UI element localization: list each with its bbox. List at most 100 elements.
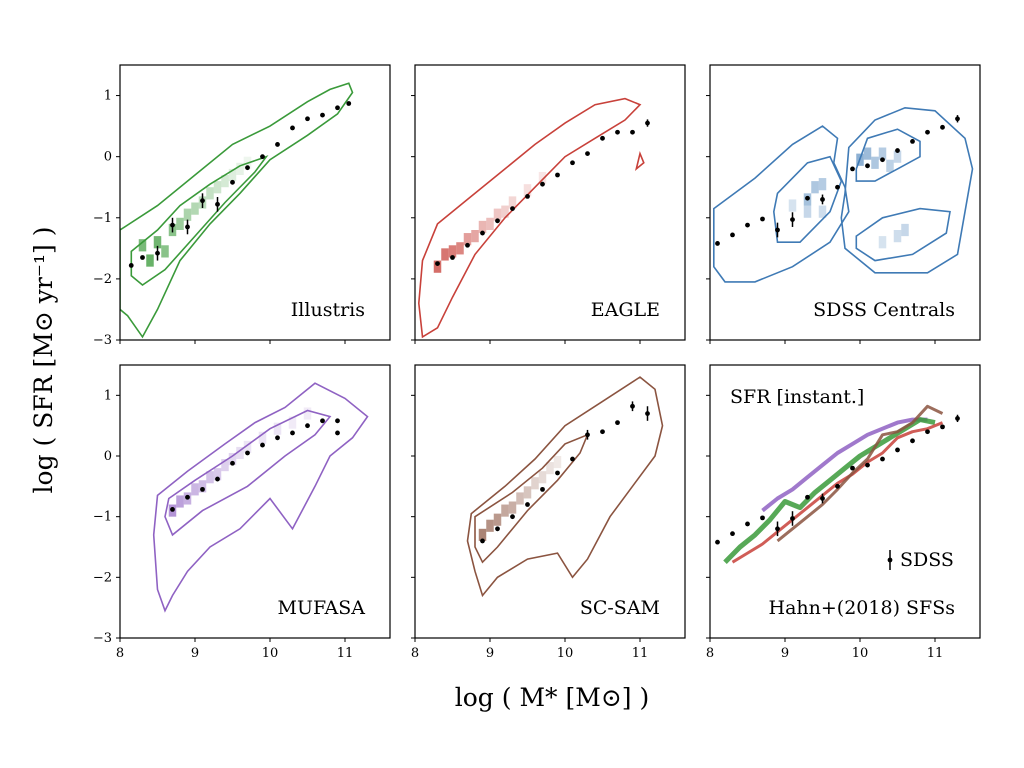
- x-tick-label: 9: [191, 646, 199, 661]
- x-tick-label: 8: [411, 646, 419, 661]
- median-point: [955, 116, 960, 122]
- median-point: [305, 423, 310, 429]
- x-tick-label: 11: [927, 646, 944, 661]
- median-point: [805, 494, 810, 500]
- median-point: [940, 124, 945, 130]
- density-cell: [871, 156, 879, 169]
- median-point: [230, 460, 235, 466]
- density-cell: [456, 242, 464, 255]
- contour-line: [466, 376, 664, 598]
- median-point: [820, 197, 825, 202]
- y-tick-label: 1: [104, 89, 112, 104]
- density-cell: [523, 486, 532, 499]
- median-point: [835, 184, 840, 190]
- median-point: [895, 447, 900, 453]
- x-tick-label: 8: [706, 646, 714, 661]
- median-point: [275, 142, 280, 147]
- median-point: [435, 261, 440, 267]
- median-point: [525, 193, 530, 199]
- median-point: [510, 514, 515, 520]
- median-point: [790, 217, 795, 223]
- density-cell: [176, 495, 184, 508]
- density-cell: [303, 407, 312, 420]
- y-axis-title: log ( SFR [M⊙ yr⁻¹] ): [29, 227, 58, 494]
- density-cell: [146, 254, 154, 267]
- legend-label: SDSS: [900, 549, 954, 571]
- contour-line: [120, 82, 354, 339]
- density-cell: [206, 471, 214, 484]
- median-point: [850, 465, 855, 471]
- contour-line: [417, 97, 642, 339]
- panel-label: SDSS Centrals: [813, 299, 955, 321]
- contour-line: [855, 207, 951, 262]
- density-cell: [161, 245, 169, 258]
- density-cell: [433, 260, 442, 273]
- density-cell: [463, 233, 472, 246]
- median-point: [730, 531, 735, 537]
- median-point: [865, 163, 870, 169]
- y-tick-label: 1: [104, 388, 112, 403]
- density-cell: [501, 205, 509, 218]
- density-cell: [818, 178, 827, 191]
- density-cell: [243, 440, 252, 453]
- density-cell: [531, 477, 539, 490]
- median-point: [880, 157, 885, 163]
- median-point: [805, 195, 810, 201]
- median-point: [335, 418, 340, 424]
- panel-frame: [414, 64, 686, 341]
- density-cell: [478, 220, 487, 234]
- median-point: [155, 250, 160, 256]
- median-point: [480, 538, 485, 544]
- contour-line: [713, 125, 850, 283]
- median-point: [320, 418, 325, 424]
- density-cell: [221, 175, 229, 188]
- median-point: [865, 462, 870, 468]
- median-point: [820, 496, 825, 501]
- density-cell: [213, 181, 222, 194]
- density-cell: [441, 248, 449, 261]
- y-tick-label: −3: [93, 333, 112, 348]
- density-cell: [893, 150, 902, 163]
- density-cell: [236, 446, 244, 460]
- median-point: [170, 222, 175, 228]
- median-point: [790, 516, 795, 521]
- density-cell: [538, 171, 547, 185]
- density-cell: [878, 236, 887, 249]
- panel-4: 8 9 10 11 SC-SAM: [411, 364, 686, 661]
- median-point: [600, 429, 605, 435]
- density-cell: [221, 459, 229, 472]
- median-point: [835, 483, 840, 489]
- density-cell: [448, 245, 457, 258]
- panel-5: 8 9 10 11 Hahn+(2018) SFSs SFR [instant.] SDSS: [706, 364, 981, 661]
- density-cell: [493, 513, 502, 526]
- median-point: [245, 450, 250, 456]
- density-cell: [176, 217, 184, 230]
- panel-frame: [414, 364, 686, 639]
- median-point: [615, 420, 620, 426]
- panel-label: SC-SAM: [580, 597, 660, 619]
- median-point: [910, 438, 915, 444]
- median-point: [510, 206, 515, 212]
- median-point: [760, 216, 765, 222]
- median-point: [275, 435, 280, 441]
- median-point: [940, 424, 945, 430]
- median-point: [730, 232, 735, 238]
- contour-line: [634, 151, 645, 172]
- median-point: [495, 218, 500, 224]
- density-cell: [788, 199, 797, 212]
- median-point: [335, 430, 340, 436]
- density-cell: [258, 431, 267, 444]
- density-cell: [501, 504, 509, 517]
- density-cell: [228, 452, 237, 466]
- median-point: [290, 430, 295, 436]
- median-point: [185, 494, 190, 500]
- density-cell: [893, 230, 902, 243]
- median-point: [185, 224, 190, 230]
- median-point: [346, 101, 352, 106]
- y-tick-label: 0: [104, 150, 112, 165]
- median-point: [540, 486, 545, 492]
- panel-1: EAGLE: [411, 64, 686, 344]
- density-cell: [886, 159, 894, 172]
- median-point: [128, 263, 134, 268]
